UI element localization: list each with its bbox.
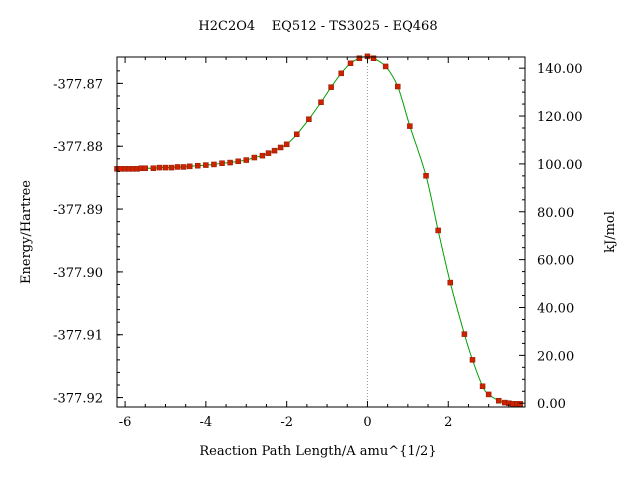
x-tick-label: 2 [444,415,452,430]
y-right-tick-label: 100.00 [537,158,583,173]
data-point [496,398,501,403]
y-left-tick-label: -377.89 [53,203,103,218]
data-point [294,132,299,137]
data-point [278,145,283,150]
data-point [151,166,156,171]
data-point [306,117,311,122]
data-point [211,162,216,167]
y-right-tick-label: 80.00 [537,206,574,221]
data-point [329,85,334,90]
x-tick-label: -2 [280,415,293,430]
data-point [319,100,324,105]
data-point [252,155,257,160]
data-point [383,64,388,69]
data-point [424,173,429,178]
y-right-tick-label: 140.00 [537,62,583,77]
data-point [260,153,265,158]
data-point [436,228,441,233]
series-line [117,56,520,404]
data-point [448,280,453,285]
y-right-tick-label: 20.00 [537,349,574,364]
y-left-tick-label: -377.91 [53,329,103,344]
data-point [266,151,271,156]
data-point [157,165,162,170]
data-point [395,84,400,89]
plot-area [115,54,523,407]
y-left-tick-label: -377.87 [53,77,103,92]
y-axis-left-label: Energy/Hartree [19,180,34,284]
data-point [470,357,475,362]
data-point [348,61,353,66]
data-point [272,148,277,153]
y-right-tick-label: 60.00 [537,254,574,269]
x-tick-label: 0 [363,415,371,430]
data-point [339,71,344,76]
data-point [181,164,186,169]
data-point [486,392,491,397]
plot-frame [117,57,525,407]
x-tick-label: -4 [200,415,213,430]
y-left-tick-label: -377.92 [53,392,103,407]
y-right-tick-label: 0.00 [537,397,566,412]
data-point [169,165,174,170]
data-point [480,384,485,389]
data-point [284,142,289,147]
y-axis-left: -377.87 -377.88 -377.89 -377.90 -377.91 -377.… [53,71,123,407]
data-point [518,401,523,406]
y-right-tick-label: 120.00 [537,110,583,125]
y-axis-right-label: kJ/mol [603,211,618,253]
data-point [220,161,225,166]
data-point [244,158,249,163]
data-point [175,164,180,169]
data-point [195,163,200,168]
data-point [236,159,241,164]
chart-title: H2C2O4 EQ512 - TS3025 - EQ468 [198,19,437,34]
data-point [203,163,208,168]
y-axis-right: 0.00 20.00 40.00 60.00 80.00 100.00 120.00 140.… [519,62,583,412]
x-tick-label: -6 [119,415,132,430]
data-point [187,164,192,169]
y-left-tick-label: -377.88 [53,140,103,155]
data-point [163,165,168,170]
y-right-tick-label: 40.00 [537,301,574,316]
x-axis-label: Reaction Path Length/A amu^{1/2} [199,444,436,459]
data-point [462,332,467,337]
data-point [407,124,412,129]
data-point [143,166,148,171]
data-point [228,160,233,165]
y-left-tick-label: -377.90 [53,266,103,281]
